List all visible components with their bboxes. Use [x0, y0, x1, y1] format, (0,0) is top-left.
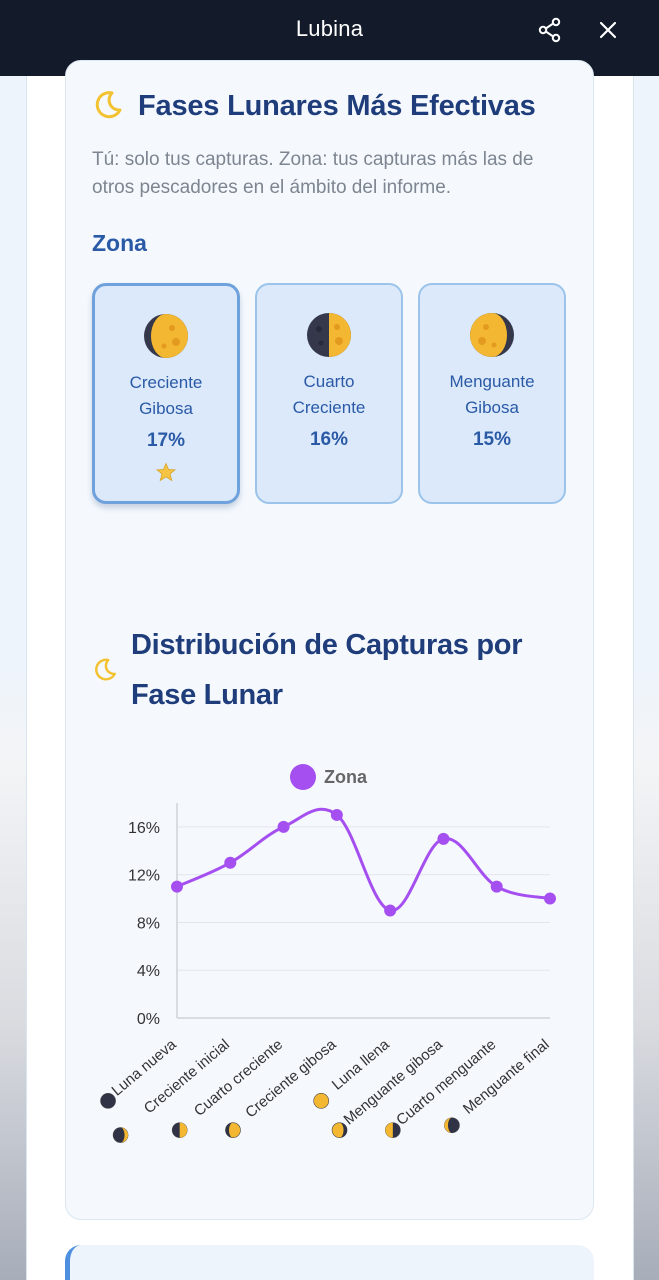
waxing-gibbous-icon-shadow [225, 1122, 233, 1138]
phases-title: Fases Lunares Más Efectivas [138, 90, 536, 122]
next-section-card [65, 1245, 594, 1280]
data-point [384, 904, 397, 917]
data-point [544, 892, 556, 905]
legend-swatch [290, 764, 316, 790]
phase-card-1-percent: 17% [146, 430, 186, 451]
phase-card-3-name: Menguante Gibosa [449, 372, 535, 417]
y-tick-label: 12% [128, 868, 160, 885]
y-tick-label: 16% [128, 820, 160, 837]
phase-card-2-percent: 16% [309, 429, 349, 450]
x-tick-label: Cuarto menguante [393, 1036, 499, 1129]
phase-card-2-name: Cuarto Creciente [292, 372, 366, 417]
phase-card-1-name: Creciente Gibosa [129, 373, 203, 418]
y-tick-label: 4% [137, 963, 160, 980]
x-tick-label: Cuarto creciente [191, 1036, 286, 1120]
waxing-crescent-icon-lit [120, 1127, 129, 1143]
data-point [277, 820, 290, 833]
series-line-zona [176, 807, 551, 913]
legend-label: Zona [324, 766, 367, 787]
crescent-moon-icon [92, 656, 118, 687]
distribution-title: Distribución de Capturas por Fase Lunar [131, 629, 523, 711]
y-tick-label: 8% [137, 915, 160, 932]
waning-crescent-icon-lit [444, 1117, 452, 1133]
phases-description: Tú: solo tus capturas. Zona: tus captura… [92, 149, 534, 198]
new-moon-icon [100, 1093, 116, 1109]
phases-header: Fases Lunares Más Efectivas [92, 88, 536, 125]
first-quarter-icon-lit [179, 1122, 188, 1138]
data-point [330, 808, 343, 821]
close-icon[interactable] [592, 14, 624, 46]
last-quarter-icon-lit [385, 1122, 393, 1138]
y-tick-label: 0% [137, 1011, 160, 1028]
data-point [171, 880, 183, 893]
app-title: Lubina [295, 16, 364, 41]
first-quarter-moon-icon [305, 311, 353, 364]
chart-legend[interactable]: Zona [290, 764, 367, 790]
waxing-gibbous-moon-icon [142, 312, 190, 365]
data-point [224, 856, 237, 869]
crescent-moon-icon [92, 88, 124, 125]
share-icon[interactable] [534, 14, 566, 46]
phase-card-3[interactable]: Menguante Gibosa 15% [418, 283, 566, 504]
phase-card-1[interactable]: Creciente Gibosa 17% [92, 283, 240, 504]
x-tick-label: Creciente gibosa [242, 1036, 340, 1122]
phase-card-3-percent: 15% [472, 429, 512, 450]
data-point [490, 880, 503, 893]
full-moon-icon [313, 1093, 329, 1109]
scope-title: Zona [92, 230, 147, 256]
waning-gibbous-icon-shadow [339, 1122, 348, 1138]
waning-gibbous-moon-icon [468, 311, 516, 364]
data-point [437, 832, 450, 845]
moon-phases-card [65, 60, 594, 1220]
phase-card-2[interactable]: Cuarto Creciente 16% [255, 283, 403, 504]
star-icon [155, 462, 177, 487]
